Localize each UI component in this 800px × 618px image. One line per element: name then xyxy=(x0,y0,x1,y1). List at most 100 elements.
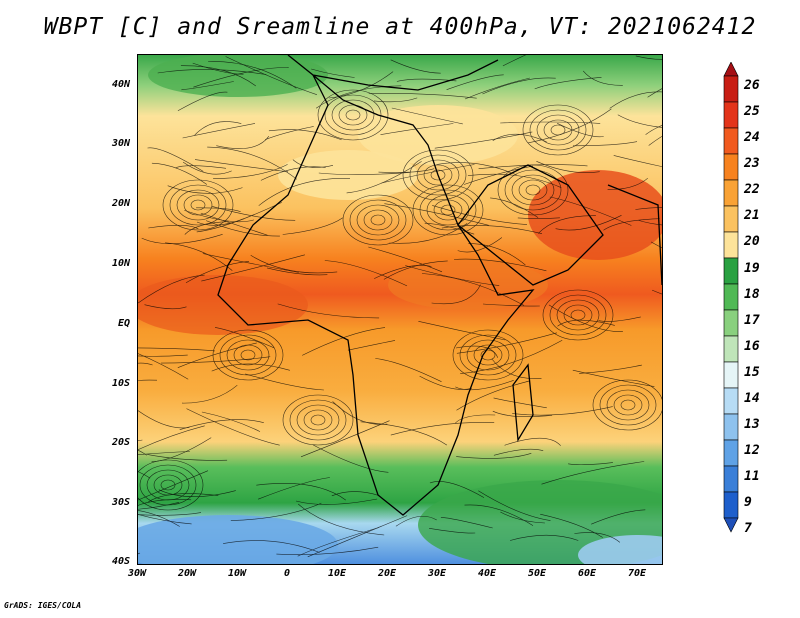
streamline xyxy=(460,340,563,374)
colorbar-label-21: 21 xyxy=(744,208,760,223)
streamline xyxy=(360,421,448,446)
streamline xyxy=(256,483,346,501)
streamline-vortex xyxy=(542,289,614,341)
grads-credit: GrADS: IGES/COLA xyxy=(4,601,82,610)
streamline xyxy=(651,289,662,295)
colorbar-segment xyxy=(723,75,739,103)
colorbar-segment xyxy=(723,491,739,519)
colorbar-segment xyxy=(723,127,739,155)
streamline-vortex xyxy=(219,334,277,376)
streamline xyxy=(141,234,223,244)
streamline xyxy=(207,146,297,180)
streamline xyxy=(424,222,475,235)
streamline xyxy=(230,502,322,521)
streamline xyxy=(205,220,280,237)
lat-label-10s: 10S xyxy=(111,378,130,389)
lon-label-10w: 10W xyxy=(227,568,247,579)
streamline-vortex xyxy=(153,474,183,496)
india-outline xyxy=(607,184,662,286)
streamline xyxy=(138,362,153,366)
streamline xyxy=(138,353,189,380)
africa-outline xyxy=(217,74,535,516)
colorbar-segment xyxy=(723,413,739,441)
streamline-vortex xyxy=(139,464,197,506)
streamline xyxy=(512,406,613,416)
streamline xyxy=(591,509,646,525)
streamline xyxy=(165,242,233,271)
streamline xyxy=(266,267,328,276)
streamline xyxy=(223,540,320,553)
streamline-vortex xyxy=(613,394,643,416)
streamline xyxy=(184,210,254,223)
streamline xyxy=(548,304,623,333)
streamline xyxy=(138,514,192,525)
streamline xyxy=(635,55,662,60)
streamline xyxy=(464,77,530,100)
streamline xyxy=(613,155,662,167)
streamline-vortex xyxy=(162,179,234,231)
colorbar-segment xyxy=(723,205,739,233)
blue-patch-southwest xyxy=(138,515,338,564)
streamline xyxy=(647,88,662,98)
streamline xyxy=(245,373,324,391)
streamline xyxy=(144,304,187,310)
colorbar-label-26: 26 xyxy=(744,78,760,93)
streamline xyxy=(617,114,662,128)
streamline-vortex xyxy=(226,339,270,371)
streamline xyxy=(446,74,504,90)
colorbar-segment xyxy=(723,465,739,493)
streamline-vortex xyxy=(452,329,524,381)
streamline xyxy=(418,321,506,341)
streamline xyxy=(517,217,560,219)
streamline-vortex xyxy=(430,169,446,181)
streamline xyxy=(138,499,192,506)
streamline xyxy=(196,207,241,212)
streamline xyxy=(384,203,489,226)
streamline-vortex xyxy=(620,399,636,411)
streamline xyxy=(456,453,532,459)
streamline xyxy=(175,165,227,169)
streamline xyxy=(179,419,264,430)
hot-patch-arabia xyxy=(528,170,662,260)
streamline-vortex xyxy=(370,214,386,226)
streamline xyxy=(315,85,402,109)
streamline-vortex xyxy=(212,329,284,381)
streamline xyxy=(441,225,543,234)
streamline xyxy=(177,91,228,112)
streamline xyxy=(482,77,556,95)
streamline xyxy=(500,511,545,524)
streamline xyxy=(181,384,238,404)
streamline xyxy=(478,164,588,169)
streamline xyxy=(434,131,533,149)
streamline xyxy=(391,107,463,125)
streamline-vortex xyxy=(160,479,176,491)
streamline xyxy=(431,284,481,305)
streamline xyxy=(211,205,296,221)
streamline xyxy=(328,71,394,99)
streamline xyxy=(395,515,437,527)
coastlines xyxy=(217,55,662,516)
lon-label-20e: 20E xyxy=(377,568,397,579)
streamline-vortex xyxy=(190,199,206,211)
streamline xyxy=(467,173,562,188)
colorbar-segment xyxy=(723,231,739,259)
streamline xyxy=(454,414,496,424)
streamline-vortex xyxy=(518,179,548,201)
streamline xyxy=(534,77,602,90)
colorbar-segment xyxy=(723,335,739,363)
streamline xyxy=(201,411,261,432)
colorbar-label-19: 19 xyxy=(744,261,760,276)
lat-label-10n: 10N xyxy=(111,258,130,269)
streamline-vortex xyxy=(522,104,594,156)
wbpt-streamline-map xyxy=(138,55,662,564)
colorbar-label-12: 12 xyxy=(744,443,760,458)
lat-label-eq: EQ xyxy=(117,318,130,329)
streamline xyxy=(510,534,579,541)
chart-title: WBPT [C] and Sreamline at 400hPa, VT: 20… xyxy=(43,14,757,40)
streamline xyxy=(194,159,289,173)
colorbar-label-24: 24 xyxy=(744,130,760,145)
colorbar-label-14: 14 xyxy=(744,391,760,406)
colorbar-segment xyxy=(723,361,739,389)
streamline xyxy=(298,503,385,536)
streamline xyxy=(453,258,547,272)
